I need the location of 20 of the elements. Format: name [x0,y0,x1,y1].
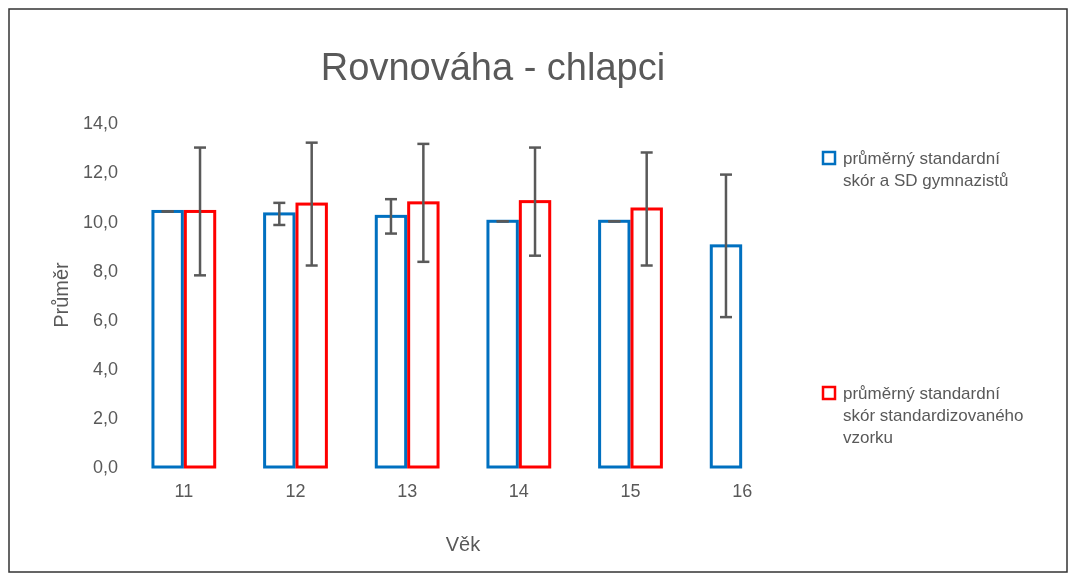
legend-label: průměrný standardní skór standardizovaného vzorku [843,384,1024,447]
y-tick-label: 12,0 [82,162,118,183]
y-tick-label: 0,0 [92,457,118,478]
y-axis-title: Průměr [50,261,72,328]
y-tick-label: 10,0 [82,211,118,232]
y-tick-label: 4,0 [92,359,118,380]
x-tick-label: 13 [397,481,418,501]
x-tick-label: 16 [732,481,753,501]
x-tick-label: 11 [174,481,194,501]
x-tick-label: 12 [285,481,306,501]
y-tick-label: 14,0 [82,113,118,134]
y-tick-label: 6,0 [92,309,118,330]
legend-label: průměrný standardní skór a SD gymnazistů [843,149,1009,190]
x-tick-label: 14 [508,481,529,501]
x-axis-title: Věk [445,533,482,555]
bar [709,244,743,469]
y-tick-label: 8,0 [92,260,118,281]
chart-title: Rovnováha - chlapci [320,46,666,88]
x-tick-label: 15 [620,481,641,501]
y-tick-label: 2,0 [92,408,118,429]
